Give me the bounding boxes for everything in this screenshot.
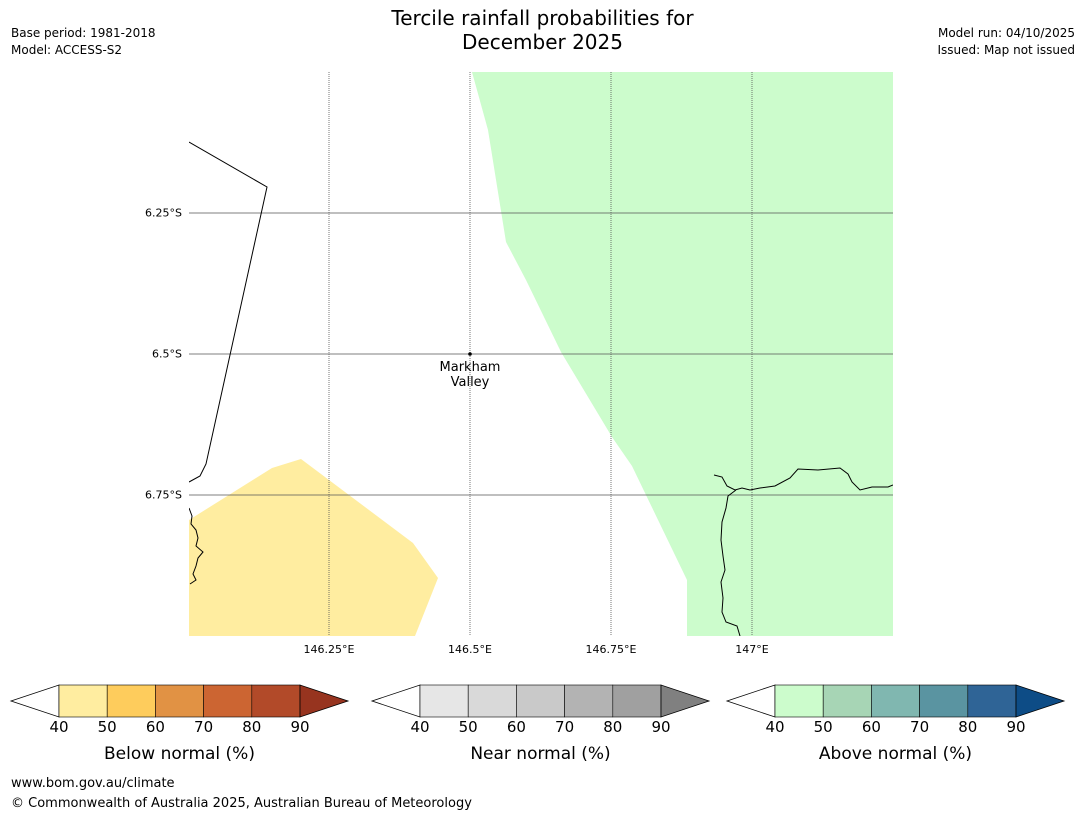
lat-label-6-75: 6.75°S [145, 488, 182, 502]
near-colorbar-tick-label: 50 [458, 718, 478, 736]
longitude-gridlines [328, 72, 753, 636]
below-colorbar-segment [251, 684, 301, 718]
province-border [189, 141, 268, 483]
lon-label-146-25: 146.25°E [303, 643, 355, 656]
model-name: Model: ACCESS-S2 [11, 43, 123, 57]
near-colorbar-segment [467, 684, 517, 718]
below-colorbar-segment [203, 684, 253, 718]
below-colorbar-tick-label: 90 [290, 718, 310, 736]
below-normal-region [189, 459, 438, 636]
above-colorbar-segment [871, 684, 920, 718]
markham-valley-marker [468, 352, 472, 356]
above-colorbar-segment [774, 684, 824, 718]
lon-label-146-5: 146.5°E [448, 643, 492, 656]
coastline-east [713, 467, 893, 636]
above-colorbar-tick-label: 60 [861, 718, 881, 736]
meta-left: Base period: 1981-2018 Model: ACCESS-S2 [11, 25, 156, 59]
near-colorbar-tick-label: 60 [506, 718, 526, 736]
colorbars [9, 684, 1066, 718]
near-colorbar-tick-label: 90 [651, 718, 671, 736]
title-line-1: Tercile rainfall probabilities for [391, 6, 694, 30]
lon-label-147: 147°E [735, 643, 769, 656]
lon-label-146-75: 146.75°E [585, 643, 637, 656]
coastline-west [189, 507, 204, 585]
above-colorbar-under-triangle [725, 684, 776, 718]
footer-url[interactable]: www.bom.gov.au/climate [11, 776, 175, 791]
below-colorbar-segment [58, 684, 108, 718]
meta-right: Model run: 04/10/2025 Issued: Map not is… [937, 25, 1075, 59]
model-run: Model run: 04/10/2025 [937, 26, 1075, 40]
map-title: Tercile rainfall probabilities for Decem… [0, 6, 1085, 54]
below-colorbar-segment [155, 684, 204, 718]
below-colorbar-tick-label: 60 [145, 718, 165, 736]
below-colorbar-tick-label: 50 [97, 718, 117, 736]
lat-label-6-5: 6.5°S [152, 347, 182, 361]
below-colorbar-tick-label: 70 [194, 718, 214, 736]
above-colorbar-segment [822, 684, 872, 718]
near-colorbar-tick-label: 40 [410, 718, 430, 736]
above-colorbar-over-triangle [1015, 684, 1066, 718]
near-colorbar-segment [419, 684, 469, 718]
below-colorbar-tick-label: 80 [242, 718, 262, 736]
near-colorbar-over-triangle [660, 684, 711, 718]
near-colorbar-segment [516, 684, 565, 718]
above-colorbar-tick-label: 50 [813, 718, 833, 736]
above-colorbar-segment [919, 684, 969, 718]
above-colorbar-title: Above normal (%) [818, 744, 973, 764]
below-colorbar-title: Below normal (%) [104, 744, 255, 764]
near-colorbar-title: Near normal (%) [470, 744, 611, 764]
near-colorbar-segment [612, 684, 662, 718]
below-colorbar-over-triangle [299, 684, 350, 718]
above-colorbar-tick-label: 90 [1006, 718, 1026, 736]
place-name-line-2: Valley [450, 375, 490, 390]
above-colorbar-tick-label: 80 [958, 718, 978, 736]
near-colorbar-segment [564, 684, 614, 718]
issued-status: Issued: Map not issued [937, 43, 1075, 57]
place-name-line-1: Markham [439, 360, 501, 375]
above-colorbar-tick-label: 70 [910, 718, 930, 736]
near-colorbar-tick-label: 70 [555, 718, 575, 736]
near-colorbar-tick-label: 80 [603, 718, 623, 736]
place-label-markham-valley: Markham Valley [440, 360, 501, 390]
latitude-gridlines [189, 212, 893, 496]
near-colorbar-under-triangle [370, 684, 421, 718]
above-colorbar-tick-label: 40 [765, 718, 785, 736]
title-line-2: December 2025 [462, 30, 623, 54]
footer-copyright: © Commonwealth of Australia 2025, Austra… [11, 796, 472, 811]
below-colorbar-segment [106, 684, 156, 718]
above-colorbar-segment [967, 684, 1017, 718]
base-period: Base period: 1981-2018 [11, 26, 156, 40]
lat-label-6-25: 6.25°S [145, 206, 182, 220]
below-colorbar-under-triangle [9, 684, 60, 718]
below-colorbar-tick-label: 40 [49, 718, 69, 736]
